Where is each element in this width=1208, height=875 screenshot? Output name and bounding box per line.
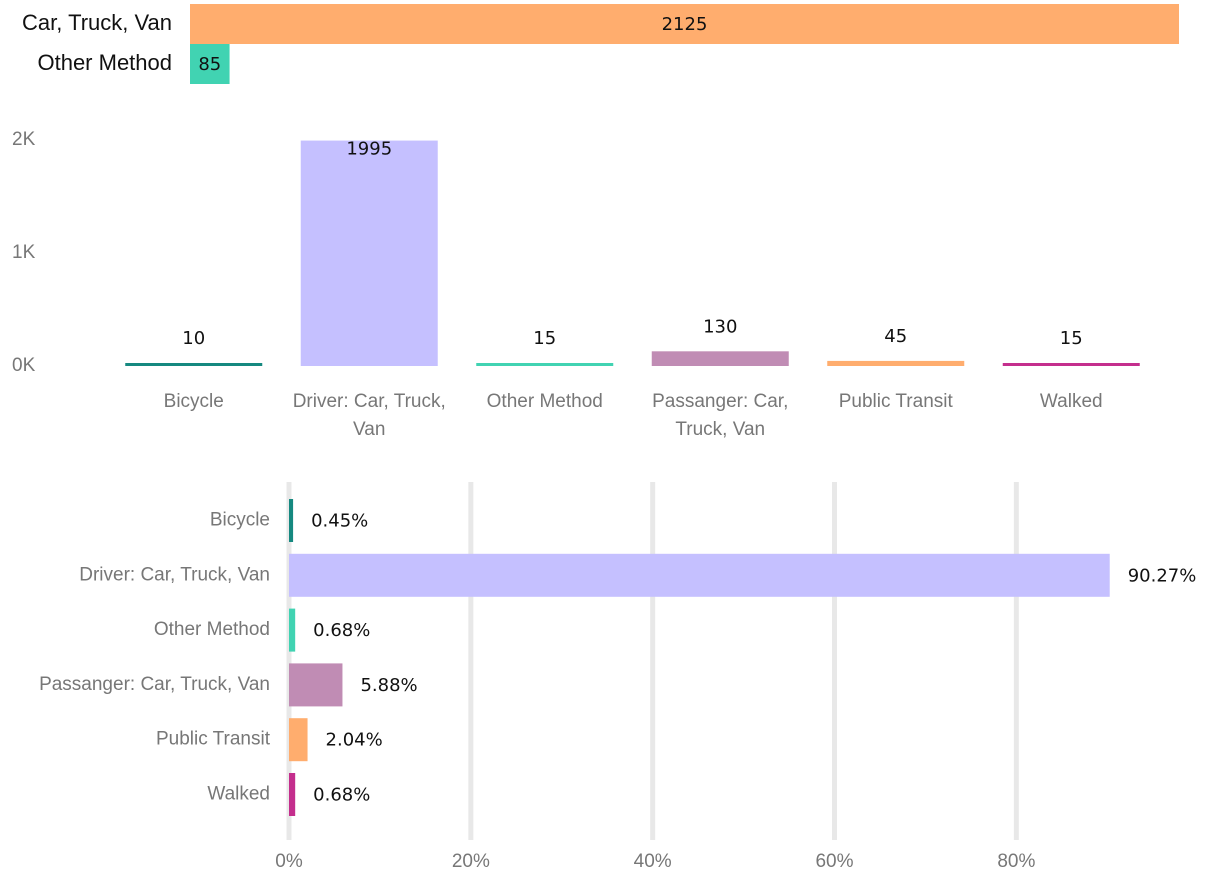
value-label: 90.27% xyxy=(1128,565,1197,586)
category-label: Driver: Car, Truck, Van xyxy=(79,564,270,585)
category-label: Car, Truck, Van xyxy=(22,10,172,35)
category-label: Walked xyxy=(1039,391,1103,412)
category-label: Passanger: Car, Truck, Van xyxy=(39,674,270,695)
bar xyxy=(190,4,1179,44)
category-label: Bicycle xyxy=(210,510,270,531)
category-label: Passanger: Car, Truck, Van xyxy=(652,391,789,440)
value-label: 15 xyxy=(1060,328,1083,349)
x-tick-label: 20% xyxy=(452,851,490,872)
bar xyxy=(289,499,294,542)
value-label: 2125 xyxy=(662,14,708,35)
category-label: Other Method xyxy=(154,619,270,640)
bar xyxy=(1002,363,1140,366)
category-label: Other Method xyxy=(486,391,603,412)
value-label: 1995 xyxy=(346,139,392,160)
value-label: 85 xyxy=(198,54,221,75)
y-tick-label: 2K xyxy=(12,129,36,150)
category-label: Walked xyxy=(207,784,270,805)
x-tick-label: 60% xyxy=(815,851,853,872)
bar xyxy=(190,44,230,84)
category-label: Bicycle xyxy=(163,391,224,412)
category-label: Other Method xyxy=(37,50,172,75)
bar xyxy=(289,773,296,816)
x-tick-label: 80% xyxy=(997,851,1035,872)
y-tick-label: 0K xyxy=(12,355,36,376)
value-label: 45 xyxy=(884,326,907,347)
value-label: 0.68% xyxy=(313,785,370,806)
bar xyxy=(651,351,789,366)
bar xyxy=(289,718,308,762)
value-label: 10 xyxy=(182,328,205,349)
value-label: 5.88% xyxy=(360,675,417,696)
category-label: Public Transit xyxy=(156,729,271,750)
value-label: 130 xyxy=(703,316,737,337)
bar xyxy=(289,553,1110,597)
value-label: 2.04% xyxy=(326,730,383,751)
x-tick-label: 0% xyxy=(275,851,303,872)
bar xyxy=(289,663,343,707)
bar xyxy=(125,363,263,366)
y-tick-label: 1K xyxy=(12,242,36,263)
category-label: Public Transit xyxy=(838,391,953,412)
value-label: 0.45% xyxy=(311,511,368,532)
x-tick-label: 40% xyxy=(634,851,672,872)
bar xyxy=(476,363,614,366)
bar xyxy=(289,608,296,652)
bar xyxy=(827,360,965,366)
value-label: 15 xyxy=(533,328,556,349)
value-label: 0.68% xyxy=(313,620,370,641)
category-label: Driver: Car, Truck, Van xyxy=(292,391,446,440)
bar xyxy=(300,140,438,366)
